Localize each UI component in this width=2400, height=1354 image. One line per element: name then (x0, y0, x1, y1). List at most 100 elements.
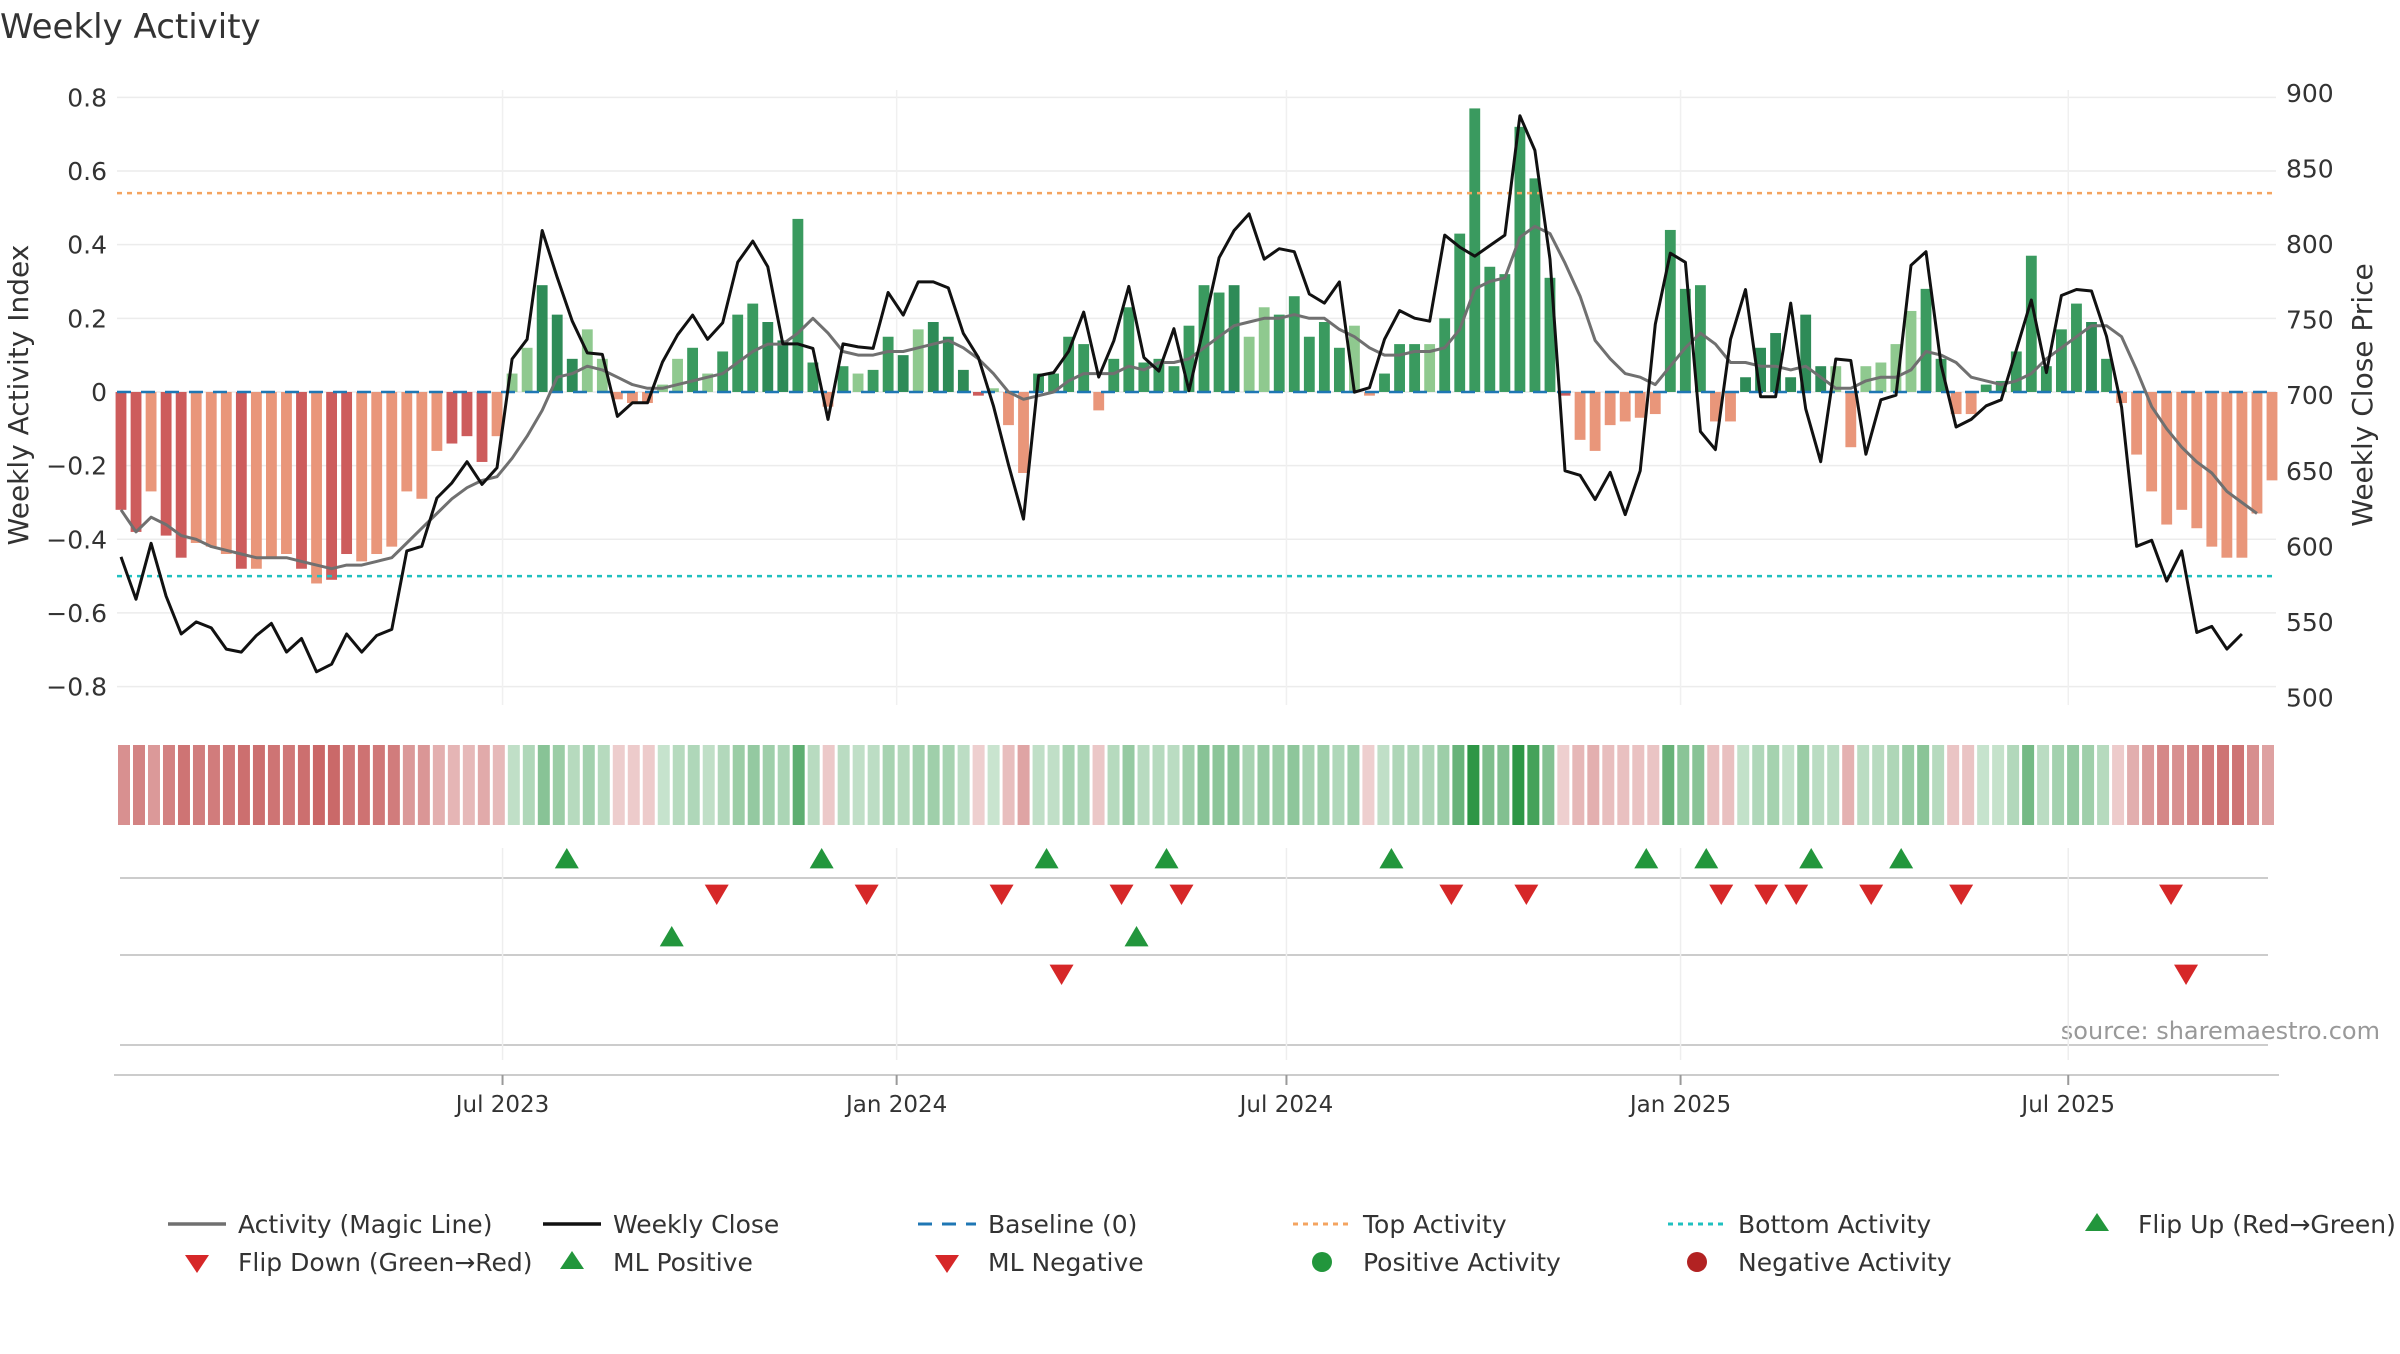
activity-bar (792, 218, 804, 392)
activity-bar (2161, 391, 2173, 525)
activity-strip-cell (477, 745, 490, 825)
axes: −0.8 −0.6 −0.4 −0.2 0 0.2 0.4 0.6 0.8 500 550 600 65… (46, 79, 2333, 712)
activity-bar (1273, 314, 1285, 392)
y-tick-label-right: 500 (2286, 683, 2334, 712)
activity-strip-cell (582, 745, 595, 825)
activity-strip-cell (972, 745, 985, 825)
activity-bar (2040, 366, 2052, 392)
activity-strip-cell (2202, 745, 2215, 825)
signal-up-marker (1634, 848, 1659, 869)
y-tick-label-left: 0.8 (67, 83, 107, 112)
signal-up-marker (1799, 848, 1824, 869)
signal-down-marker (2159, 884, 2184, 905)
activity-bar (235, 391, 247, 569)
activity-bar (1529, 178, 1541, 392)
signal-down-marker (989, 884, 1014, 905)
activity-strip-cell (387, 745, 400, 825)
signal-down-marker (1169, 884, 1194, 905)
activity-strip-cell (1947, 745, 1960, 825)
activity-bar (2025, 255, 2037, 392)
activity-bar (1514, 126, 1526, 392)
activity-strip-cell (1932, 745, 1945, 825)
legend-swatch-dot (1687, 1252, 1707, 1272)
activity-strip-cell (792, 745, 805, 825)
activity-strip-cell (1812, 745, 1825, 825)
activity-strip-cell (327, 745, 340, 825)
activity-strip-cell (1377, 745, 1390, 825)
activity-bar (2071, 303, 2082, 392)
activity-bar (566, 358, 578, 392)
activity-bar (1454, 233, 1466, 392)
activity-strip-cell (402, 745, 415, 825)
activity-bar (2116, 391, 2127, 404)
activity-strip-cell (1437, 745, 1450, 825)
legend-label: ML Positive (613, 1248, 753, 1277)
activity-strip-cell (1632, 745, 1645, 825)
activity-strip-cell (1842, 745, 1855, 825)
x-tick-label: Jul 2024 (1238, 1092, 1334, 1118)
activity-bar (2266, 391, 2278, 481)
activity-strip-cell (717, 745, 730, 825)
activity-bar (250, 391, 262, 569)
activity-strip-cell (627, 745, 640, 825)
activity-strip-cell (1497, 745, 1510, 825)
activity-bar (2086, 322, 2097, 392)
activity-bar (1123, 307, 1135, 392)
activity-strip-cell (507, 745, 520, 825)
activity-bar (1604, 391, 1616, 426)
activity-bar (1845, 391, 1857, 448)
activity-bar (1694, 285, 1706, 392)
y-tick-label-left: 0.4 (67, 231, 107, 260)
activity-strip-cell (1602, 745, 1615, 825)
activity-strip-cell (522, 745, 535, 825)
activity-bar (837, 366, 849, 392)
signal-down-marker (1949, 884, 1974, 905)
activity-bar (672, 358, 683, 392)
activity-strip-cell (1692, 745, 1705, 825)
activity-strip-cell (492, 745, 505, 825)
activity-strip-cell (867, 745, 880, 825)
activity-bar (1153, 358, 1165, 392)
activity-bar (1980, 384, 1992, 392)
activity-bar (687, 347, 699, 392)
signal-down-marker (854, 884, 879, 905)
weekly-close-line (119, 114, 2243, 674)
activity-bar (130, 391, 142, 532)
y-tick-label-right: 650 (2286, 457, 2334, 486)
activity-bar (2101, 358, 2112, 392)
activity-bar (1349, 325, 1360, 392)
y-tick-label-right: 600 (2286, 532, 2334, 561)
activity-bar (1093, 391, 1105, 411)
activity-bar (281, 391, 292, 555)
activity-bar (205, 391, 217, 547)
y-tick-label-left: 0 (91, 378, 107, 407)
activity-strip-cell (1887, 745, 1900, 825)
activity-bar (807, 362, 819, 392)
y-tick-label-left: −0.8 (46, 673, 107, 702)
activity-bar (1755, 347, 1766, 392)
activity-bar (1965, 391, 1977, 415)
activity-bar (551, 314, 563, 392)
activity-heat-strip (118, 745, 2274, 825)
activity-strip-cell (1362, 745, 1375, 825)
activity-bar (1559, 391, 1571, 396)
activity-bar (927, 322, 939, 392)
activity-strip-cell (417, 745, 430, 825)
activity-strip-cell (147, 745, 160, 825)
activity-strip-cell (1572, 745, 1585, 825)
activity-strip-cell (807, 745, 820, 825)
activity-strip-cell (1407, 745, 1420, 825)
activity-strip-cell (1227, 745, 1240, 825)
activity-strip-cell (1482, 745, 1495, 825)
activity-bar (1725, 391, 1736, 422)
activity-strip-cell (2232, 745, 2245, 825)
activity-bar (642, 391, 653, 404)
signal-up-marker (1889, 848, 1914, 869)
activity-strip-cell (732, 745, 745, 825)
activity-strip-cell (177, 745, 190, 825)
activity-strip-cell (357, 745, 370, 825)
chart-title: Weekly Activity (0, 7, 261, 47)
activity-bar (1710, 391, 1721, 422)
activity-strip-cell (762, 745, 775, 825)
reference-lines (117, 191, 2276, 578)
